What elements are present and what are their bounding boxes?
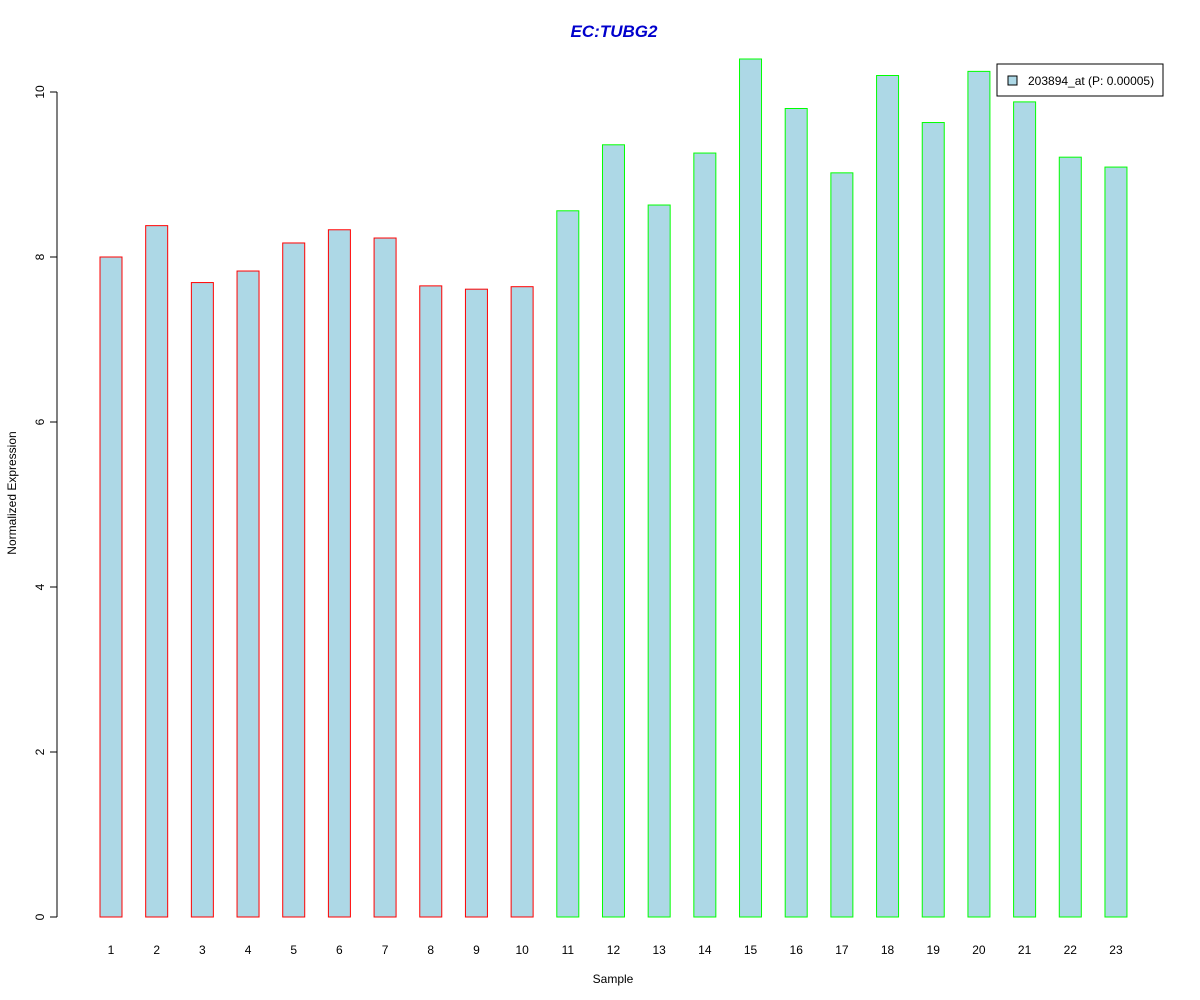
legend-entry: 203894_at (P: 0.00005) [1028,74,1154,88]
x-tick-label: 11 [562,943,575,957]
y-tick-label: 8 [33,253,47,260]
y-axis-label: Normalized Expression [5,431,19,554]
x-tick-label: 7 [382,943,389,957]
x-tick-label: 23 [1109,943,1123,957]
legend-box [996,63,1164,97]
bar-sample-8 [419,285,443,918]
y-tick-label: 10 [33,85,47,99]
y-tick-label: 6 [33,418,47,425]
bar-sample-19 [921,122,945,918]
x-tick-label: 21 [1018,943,1032,957]
bar-sample-12 [601,144,625,918]
bar-sample-2 [145,225,169,918]
x-tick-label: 14 [698,943,712,957]
bar-sample-11 [556,210,580,918]
x-tick-label: 19 [927,943,941,957]
bar-sample-5 [282,242,306,918]
x-tick-label: 10 [515,943,529,957]
bar-sample-15 [739,58,763,918]
bar-sample-10 [510,286,534,918]
bar-sample-17 [830,172,854,918]
x-tick-label: 5 [290,943,297,957]
bar-sample-18 [876,75,900,918]
x-tick-label: 22 [1064,943,1078,957]
x-tick-labels: 1 2 3 4 5 6 7 8 9 10 11 12 13 14 15 16 17 18 19 20 21 22 23 [108,943,1123,957]
x-axis-label: Sample [593,972,634,986]
bar-sample-23 [1104,166,1128,918]
x-tick-label: 1 [108,943,115,957]
x-tick-label: 12 [607,943,621,957]
bar-sample-3 [190,282,214,918]
bars [99,58,1128,918]
bar-sample-20 [967,70,991,918]
x-tick-label: 13 [652,943,666,957]
y-tick-label: 4 [33,583,47,590]
x-tick-label: 15 [744,943,758,957]
bar-sample-6 [327,229,351,918]
x-tick-label: 9 [473,943,480,957]
legend-swatch [1007,75,1018,86]
x-tick-label: 4 [245,943,252,957]
x-tick-label: 6 [336,943,343,957]
x-tick-label: 2 [153,943,160,957]
bar-sample-4 [236,270,260,918]
x-tick-label: 18 [881,943,895,957]
chart-title: EC:TUBG2 [571,22,658,41]
y-axis: 0 2 4 6 8 10 [33,85,58,920]
y-tick-label: 2 [33,748,47,755]
bar-sample-21 [1013,101,1037,918]
y-tick-label: 0 [33,913,47,920]
bar-sample-7 [373,237,397,918]
legend: 203894_at (P: 0.00005) [996,63,1164,97]
bar-sample-9 [464,288,488,918]
x-tick-label: 8 [427,943,434,957]
bar-sample-13 [647,204,671,918]
bar-sample-16 [784,108,808,918]
bar-sample-14 [693,152,717,918]
x-tick-label: 3 [199,943,206,957]
x-tick-label: 17 [835,943,849,957]
bar-sample-1 [99,256,123,918]
bar-sample-22 [1058,156,1082,918]
x-tick-label: 20 [972,943,986,957]
x-tick-label: 16 [790,943,804,957]
